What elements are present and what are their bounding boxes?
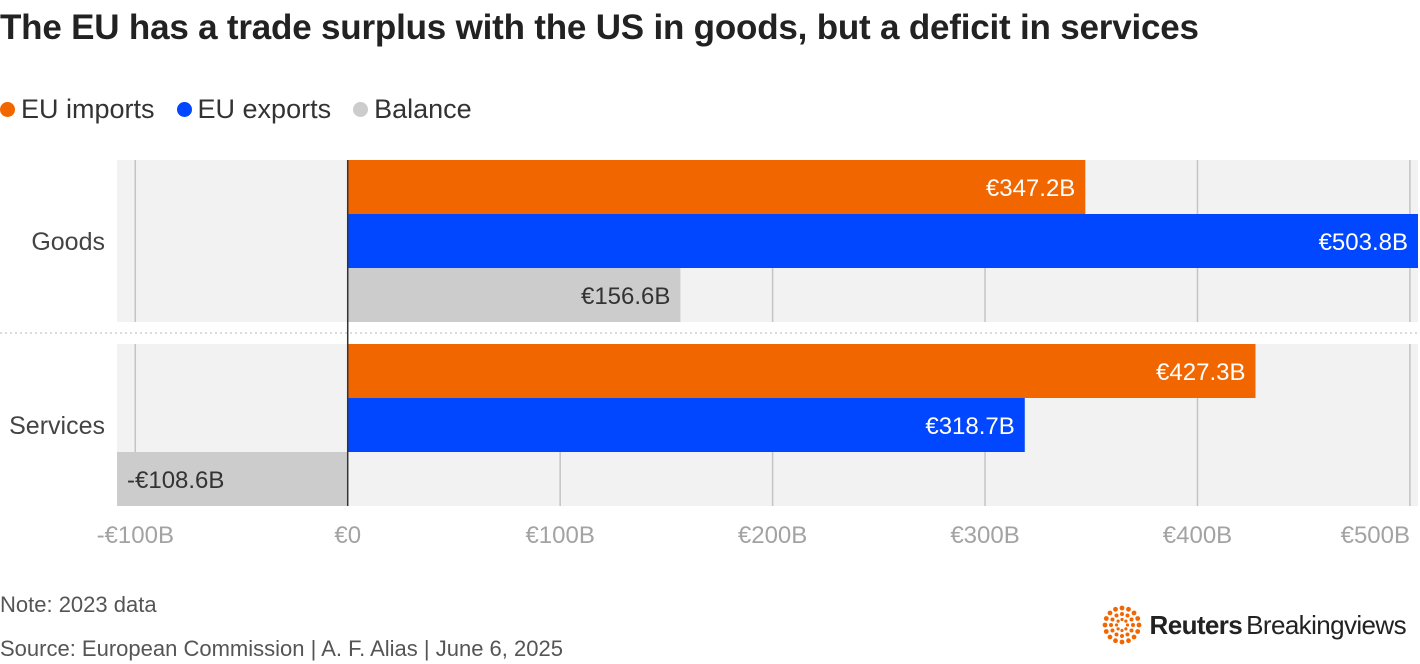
legend-label-balance: Balance <box>374 94 472 124</box>
logo-dot <box>1114 613 1119 618</box>
legend-item-exports: EU exports <box>176 94 332 125</box>
logo-dot <box>1125 623 1129 627</box>
x-tick-label: €0 <box>334 522 361 549</box>
logo-dot <box>1125 613 1130 618</box>
logo-dot <box>1119 628 1124 633</box>
data-label: €156.6B <box>581 283 670 310</box>
x-tick-label: €500B <box>1341 522 1410 549</box>
logo-dot <box>1123 619 1128 623</box>
logo-dot <box>1114 632 1119 637</box>
brand-name: Reuters <box>1149 609 1243 640</box>
category-label: Services <box>9 412 105 440</box>
legend-dot-imports <box>0 102 15 117</box>
legend-label-exports: EU exports <box>197 94 332 124</box>
chart-source: Source: European Commission | A. F. Alia… <box>0 636 563 661</box>
x-tick-label: €200B <box>738 522 807 549</box>
logo-dot <box>1102 622 1107 628</box>
legend-dot-exports <box>176 102 192 117</box>
x-tick-label: €100B <box>525 522 594 549</box>
legend-item-balance: Balance <box>353 94 472 125</box>
bar-chart: €347.2B €503.8B €156.6B Goods €427.3B €318.7B… <box>0 160 1419 549</box>
logo-dot <box>1116 627 1120 631</box>
logo-dot <box>1119 634 1124 638</box>
logo-dot <box>1119 639 1124 645</box>
logo-dot <box>1134 616 1140 621</box>
x-tick-label: -€100B <box>97 522 174 549</box>
chart-title: The EU has a trade surplus with the US i… <box>0 8 1199 47</box>
logo-dot <box>1125 606 1131 612</box>
logo-dot <box>1119 617 1124 622</box>
logo-dot <box>1136 622 1141 628</box>
logo-dot <box>1134 629 1140 634</box>
bar-services-eu-exports <box>347 398 1025 452</box>
bar-goods-balance <box>347 268 681 322</box>
logo-dot <box>1103 629 1109 634</box>
x-tick-label: €400B <box>1163 522 1232 549</box>
logo-dot <box>1125 638 1131 644</box>
data-label: €318.7B <box>925 413 1014 440</box>
chart-note: Note: 2023 data <box>0 592 157 617</box>
logo-dot <box>1110 617 1115 622</box>
logo-dot <box>1131 610 1136 616</box>
brand-product: Breakingviews <box>1246 609 1406 640</box>
x-tick-label: €300B <box>950 522 1019 549</box>
logo-dot <box>1112 638 1118 644</box>
logo-dot <box>1114 623 1118 627</box>
logo-dot <box>1103 616 1109 621</box>
logo-dot <box>1108 623 1113 627</box>
logo-dot <box>1107 610 1112 616</box>
logo-dot <box>1116 619 1120 623</box>
bar-goods-eu-exports <box>347 214 1419 268</box>
logo-dot <box>1119 605 1124 611</box>
logo-dot <box>1129 617 1134 622</box>
logo-dot <box>1110 628 1115 633</box>
data-label: -€108.6B <box>127 467 224 494</box>
legend-dot-balance <box>353 102 369 117</box>
data-label: €347.2B <box>986 175 1075 202</box>
category-label: Goods <box>31 228 105 256</box>
reuters-logo-icon <box>1102 605 1141 645</box>
logo-dot <box>1107 634 1112 640</box>
logo-dot <box>1123 627 1128 631</box>
logo-dot <box>1119 612 1124 616</box>
logo-dot <box>1112 606 1118 612</box>
legend-label-imports: EU imports <box>21 94 155 124</box>
logo-dot <box>1125 632 1130 637</box>
bar-services-balance <box>117 452 348 506</box>
legend: EU imports EU exports Balance <box>0 94 472 125</box>
logo-dot <box>1131 634 1136 640</box>
brand-logo: Reuters Breakingviews <box>1102 605 1407 645</box>
data-label: €427.3B <box>1156 359 1245 386</box>
logo-dot <box>1129 628 1134 633</box>
logo-dot <box>1130 623 1135 627</box>
bar-services-eu-imports <box>347 344 1256 398</box>
legend-item-imports: EU imports <box>0 94 155 125</box>
bar-goods-eu-imports <box>347 160 1086 214</box>
data-label: €503.8B <box>1319 229 1408 256</box>
